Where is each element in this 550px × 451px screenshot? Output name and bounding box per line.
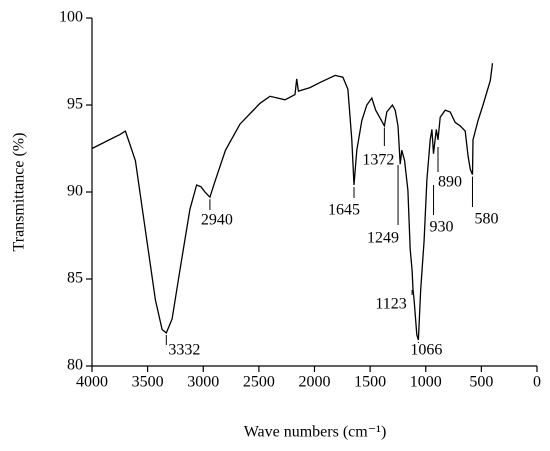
y-axis-title: Transmittance (%) xyxy=(11,133,28,252)
x-tick-label: 2000 xyxy=(299,374,331,391)
peak-label: 3332 xyxy=(168,342,200,359)
y-tick-label: 80 xyxy=(67,357,83,374)
peak-label: 580 xyxy=(474,211,498,228)
x-tick-label: 500 xyxy=(469,374,493,391)
x-tick-label: 3000 xyxy=(187,374,219,391)
peak-label: 2940 xyxy=(201,212,233,229)
x-tick-label: 3500 xyxy=(132,374,164,391)
x-tick-label: 2500 xyxy=(243,374,275,391)
peak-label: 1645 xyxy=(328,202,360,219)
peak-label: 1066 xyxy=(410,342,442,359)
spectrum-line xyxy=(91,63,494,341)
y-tick-label: 100 xyxy=(59,9,83,26)
y-tick-label: 85 xyxy=(67,270,83,287)
peak-label: 890 xyxy=(438,174,462,191)
y-tick-label: 95 xyxy=(67,96,83,113)
y-tick-label: 90 xyxy=(67,183,83,200)
x-tick-label: 1500 xyxy=(354,374,386,391)
x-axis-title: Wave numbers (cm⁻¹) xyxy=(244,424,387,441)
peak-label: 1372 xyxy=(362,152,394,169)
x-tick-label: 0 xyxy=(533,374,541,391)
x-tick-label: 1000 xyxy=(410,374,442,391)
peak-label: 1249 xyxy=(367,230,399,247)
peak-label: 1123 xyxy=(375,296,406,313)
x-tick-label: 4000 xyxy=(76,374,108,391)
peak-label: 930 xyxy=(430,219,454,236)
